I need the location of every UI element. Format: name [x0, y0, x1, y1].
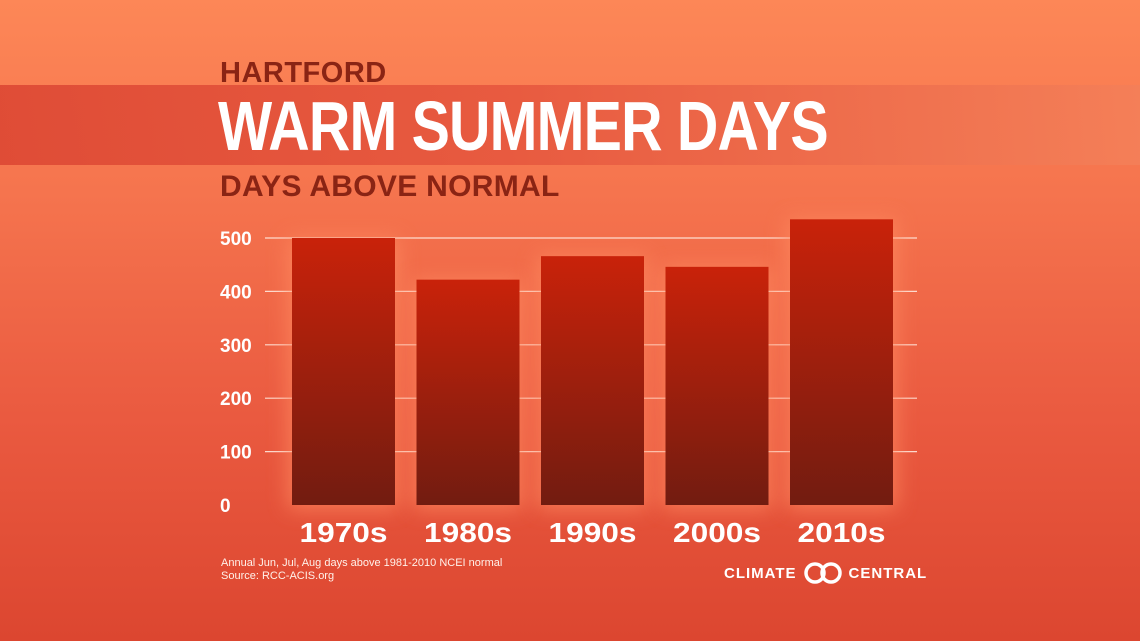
bar-2010s — [790, 219, 893, 505]
x-tick-label: 1990s — [549, 517, 637, 548]
city-label: HARTFORD — [220, 57, 387, 89]
title-band — [0, 85, 1140, 165]
x-tick-label: 2010s — [798, 517, 886, 548]
y-tick-label: 200 — [220, 389, 252, 410]
bars — [292, 219, 893, 505]
x-axis-ticks: 1970s 1980s 1990s 2000s 2010s — [300, 517, 886, 548]
bar-2000s — [665, 266, 769, 505]
footnote-source: Source: RCC-ACIS.org — [221, 570, 335, 582]
bar-1980s — [416, 279, 520, 505]
y-tick-label: 500 — [220, 229, 252, 250]
footnote-description: Annual Jun, Jul, Aug days above 1981-201… — [221, 557, 503, 569]
x-tick-label: 1980s — [424, 517, 512, 548]
climate-central-logo-icon — [803, 562, 842, 584]
y-axis-ticks: 0 100 200 300 400 500 — [220, 229, 252, 517]
y-tick-label: 0 — [220, 496, 231, 517]
x-tick-label: 1970s — [300, 517, 388, 548]
chart-title: WARM SUMMER DAYS — [218, 87, 829, 165]
bar-1970s — [292, 238, 395, 505]
x-tick-label: 2000s — [673, 517, 761, 548]
brand-word-climate: CLIMATE — [724, 564, 797, 582]
bar-1990s — [541, 256, 644, 505]
y-tick-label: 100 — [220, 443, 252, 464]
brand-word-central: CENTRAL — [848, 564, 928, 582]
brand-logo: CLIMATE CENTRAL — [724, 562, 927, 584]
chart-subtitle: DAYS ABOVE NORMAL — [220, 170, 560, 203]
y-tick-label: 400 — [220, 282, 252, 303]
y-tick-label: 300 — [220, 336, 252, 357]
